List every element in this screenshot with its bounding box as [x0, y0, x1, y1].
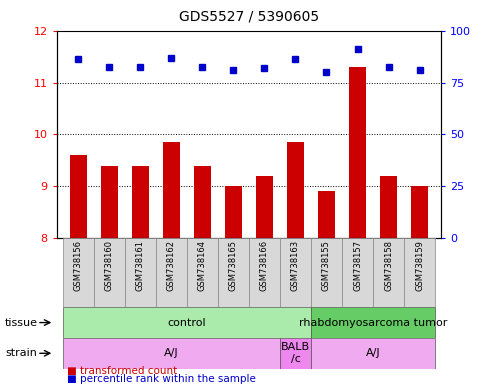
Text: A/J: A/J	[164, 348, 179, 358]
Bar	[318, 191, 335, 238]
Text: GSM738165: GSM738165	[229, 240, 238, 291]
Bar	[163, 142, 180, 238]
Text: ■ percentile rank within the sample: ■ percentile rank within the sample	[67, 374, 255, 384]
Bar	[132, 166, 149, 238]
Bar	[70, 155, 87, 238]
Text: GSM738163: GSM738163	[291, 240, 300, 291]
Bar	[63, 307, 311, 338]
Bar	[280, 338, 311, 369]
Text: GSM738159: GSM738159	[415, 240, 424, 291]
Text: GSM738155: GSM738155	[322, 240, 331, 291]
Bar	[218, 238, 249, 307]
Text: tissue: tissue	[5, 318, 38, 328]
Bar	[349, 67, 366, 238]
Bar	[94, 238, 125, 307]
Text: GSM738164: GSM738164	[198, 240, 207, 291]
Bar	[187, 238, 218, 307]
Text: GSM738162: GSM738162	[167, 240, 176, 291]
Bar	[373, 238, 404, 307]
Bar	[287, 142, 304, 238]
Bar	[280, 238, 311, 307]
Bar	[249, 238, 280, 307]
Text: strain: strain	[5, 348, 37, 358]
Text: control: control	[168, 318, 206, 328]
Text: A/J: A/J	[366, 348, 380, 358]
Bar	[380, 176, 397, 238]
Bar	[404, 238, 435, 307]
Bar	[63, 238, 94, 307]
Bar	[342, 238, 373, 307]
Bar	[311, 307, 435, 338]
Bar	[411, 186, 428, 238]
Bar	[225, 186, 242, 238]
Text: BALB
/c: BALB /c	[281, 343, 310, 364]
Text: GSM738160: GSM738160	[105, 240, 114, 291]
Text: GSM738157: GSM738157	[353, 240, 362, 291]
Text: GSM738161: GSM738161	[136, 240, 145, 291]
Bar	[311, 238, 342, 307]
Bar	[311, 338, 435, 369]
Text: GSM738158: GSM738158	[384, 240, 393, 291]
Text: GSM738166: GSM738166	[260, 240, 269, 291]
Bar	[63, 338, 280, 369]
Text: rhabdomyosarcoma tumor: rhabdomyosarcoma tumor	[299, 318, 447, 328]
Bar	[101, 166, 118, 238]
Bar	[125, 238, 156, 307]
Bar	[256, 176, 273, 238]
Bar	[194, 166, 211, 238]
Text: GDS5527 / 5390605: GDS5527 / 5390605	[179, 10, 319, 23]
Text: GSM738156: GSM738156	[74, 240, 83, 291]
Text: ■ transformed count: ■ transformed count	[67, 366, 177, 376]
Bar	[156, 238, 187, 307]
